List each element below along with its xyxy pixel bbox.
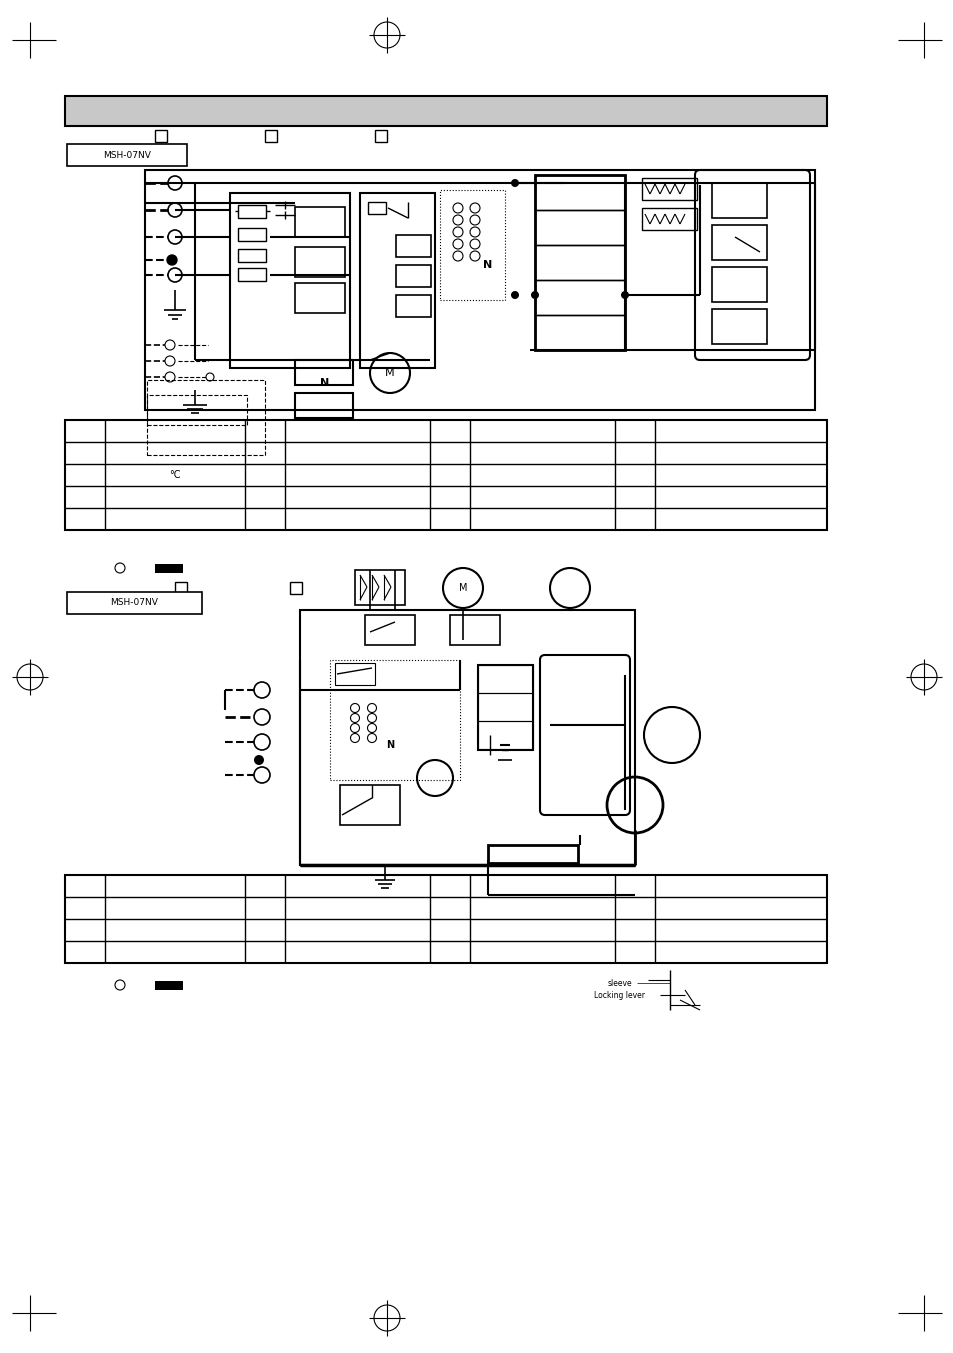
Bar xyxy=(237,206,266,218)
Text: N: N xyxy=(386,740,394,750)
Bar xyxy=(641,208,697,230)
Bar xyxy=(237,268,266,281)
Bar xyxy=(641,179,697,200)
Text: N: N xyxy=(483,260,492,271)
Circle shape xyxy=(511,291,518,299)
Bar xyxy=(294,248,345,277)
Bar xyxy=(339,785,399,825)
Circle shape xyxy=(531,291,538,299)
Bar xyxy=(147,380,265,455)
Text: °C: °C xyxy=(169,469,180,480)
Text: sleeve: sleeve xyxy=(607,978,632,988)
Bar xyxy=(535,315,624,350)
Circle shape xyxy=(511,179,518,187)
Text: M: M xyxy=(458,583,467,593)
Bar xyxy=(359,193,435,368)
Bar xyxy=(711,183,766,218)
Bar xyxy=(535,245,624,280)
Bar xyxy=(711,267,766,302)
Bar xyxy=(67,143,187,166)
Bar xyxy=(439,189,504,300)
Bar xyxy=(265,130,276,142)
Bar xyxy=(294,392,353,418)
Bar xyxy=(535,175,624,210)
Bar xyxy=(335,663,375,685)
Bar xyxy=(145,170,814,410)
Bar xyxy=(711,308,766,344)
Bar xyxy=(711,225,766,260)
Bar xyxy=(368,202,386,214)
Bar xyxy=(299,610,635,865)
Bar xyxy=(477,721,533,750)
Circle shape xyxy=(167,254,177,265)
Bar xyxy=(294,207,345,237)
Bar xyxy=(477,693,533,721)
Bar xyxy=(330,660,459,779)
Bar xyxy=(704,175,709,350)
Bar xyxy=(488,846,578,863)
Bar xyxy=(450,616,499,645)
Bar xyxy=(395,265,431,287)
Circle shape xyxy=(620,291,628,299)
Bar xyxy=(154,130,167,142)
Bar xyxy=(365,616,415,645)
Bar xyxy=(154,981,183,990)
Bar xyxy=(230,193,350,368)
Bar xyxy=(67,593,202,614)
Bar xyxy=(355,570,405,605)
Bar xyxy=(395,235,431,257)
Bar xyxy=(147,395,247,425)
Bar xyxy=(65,875,826,963)
Bar xyxy=(65,419,826,530)
Bar xyxy=(294,283,345,313)
Bar xyxy=(154,564,183,574)
Circle shape xyxy=(253,755,264,764)
Bar xyxy=(535,175,624,350)
Text: N: N xyxy=(320,377,330,388)
Text: M: M xyxy=(385,368,395,377)
Bar xyxy=(395,295,431,317)
Bar xyxy=(174,582,187,594)
Bar xyxy=(477,666,533,693)
Bar xyxy=(294,360,353,386)
Bar xyxy=(237,249,266,262)
Bar xyxy=(65,96,826,126)
Bar xyxy=(375,130,387,142)
Text: MSH-07NV: MSH-07NV xyxy=(103,150,151,160)
Text: MSH-07NV: MSH-07NV xyxy=(110,598,158,607)
Bar xyxy=(535,280,624,315)
Text: Locking lever: Locking lever xyxy=(594,990,645,1000)
Bar xyxy=(290,582,302,594)
Bar xyxy=(237,229,266,241)
Bar xyxy=(477,666,533,750)
Bar xyxy=(535,210,624,245)
